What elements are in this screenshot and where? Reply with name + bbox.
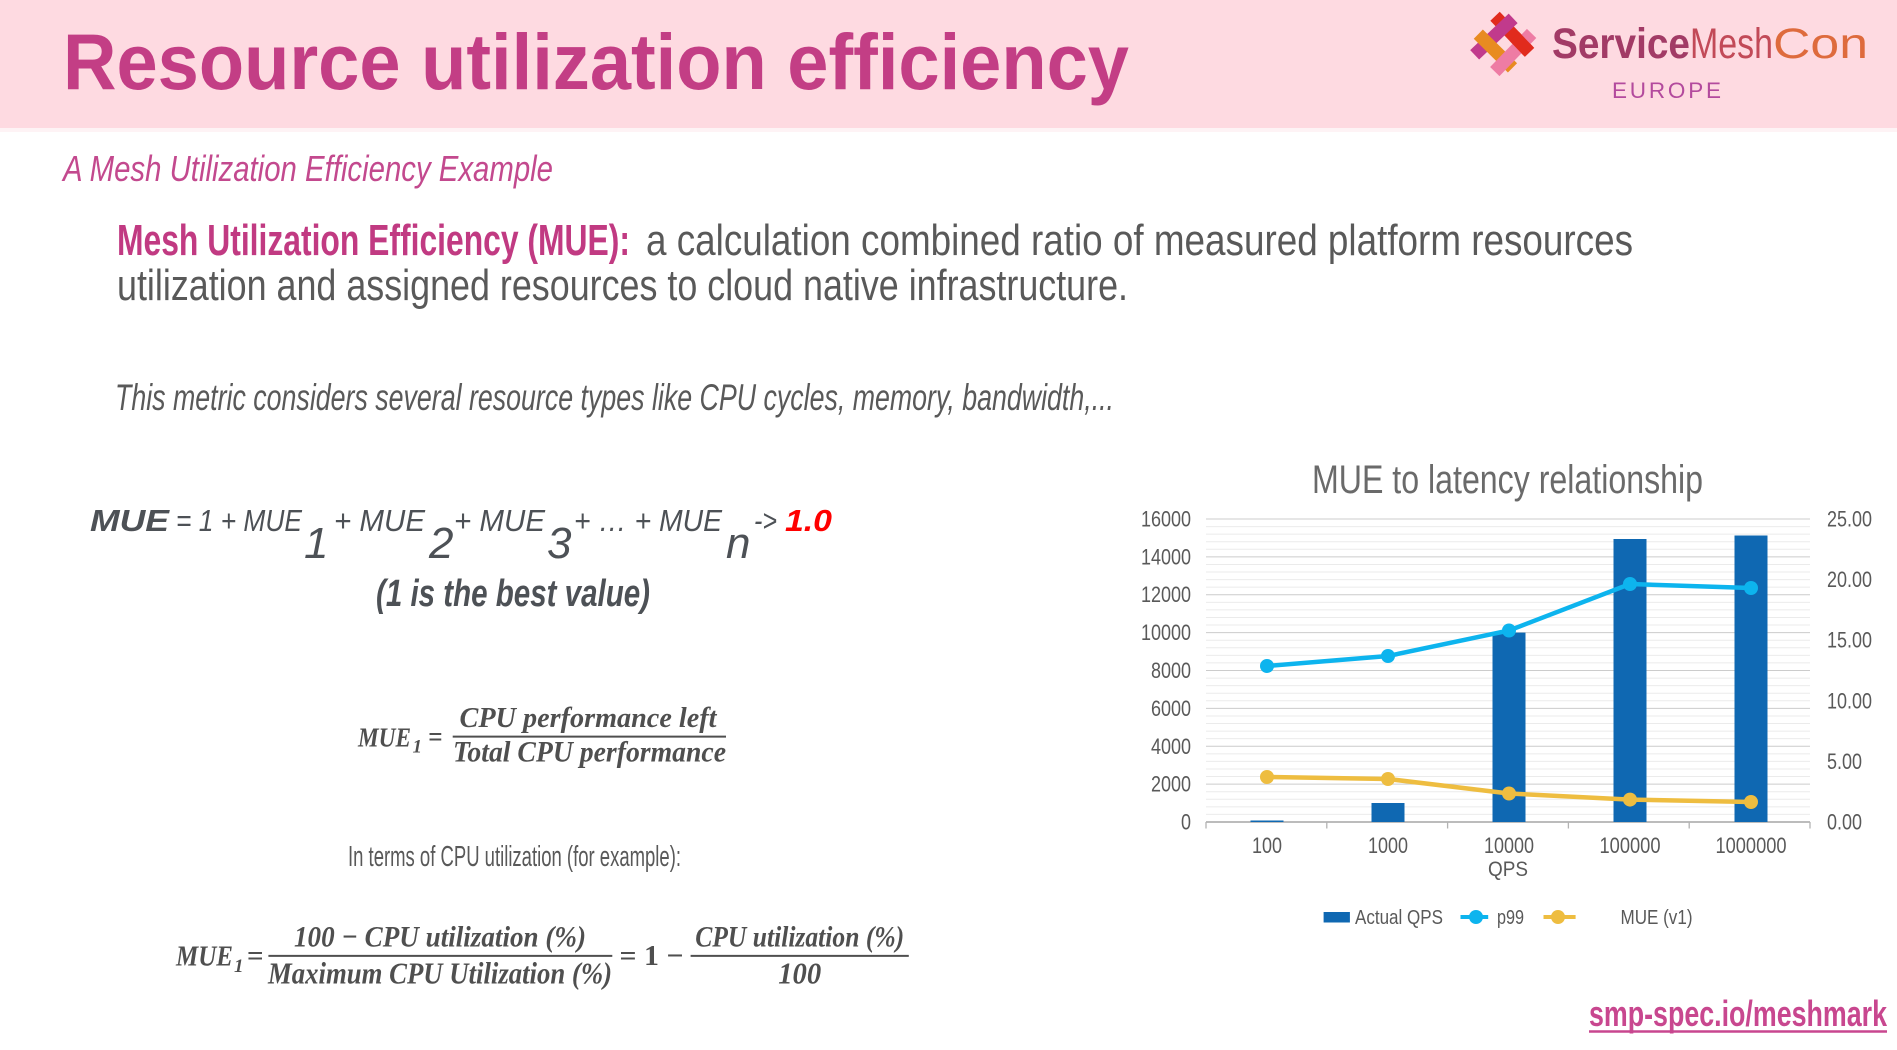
svg-text:100: 100 [778,955,821,990]
svg-text:=: = [428,722,442,753]
svg-text:CPU utilization (%): CPU utilization (%) [695,921,904,954]
svg-text:100 − CPU utilization (%): 100 − CPU utilization (%) [294,921,586,954]
svg-text:25.00: 25.00 [1827,507,1872,532]
svg-text:6000: 6000 [1151,696,1191,721]
svg-text:0.00: 0.00 [1827,810,1862,835]
svg-text:100: 100 [1252,833,1282,858]
svg-text:Mesh Utilization Efficiency (M: Mesh Utilization Efficiency (MUE): [117,216,630,265]
svg-text:100000: 100000 [1600,833,1661,858]
svg-text:12000: 12000 [1141,582,1191,607]
svg-text:1: 1 [234,956,244,977]
svg-text:1000000: 1000000 [1716,833,1787,858]
svg-text:MUE (v1): MUE (v1) [1621,907,1693,929]
svg-text:MUE: MUE [175,941,233,972]
svg-text:5.00: 5.00 [1827,749,1862,774]
svg-text:1: 1 [304,519,328,568]
svg-text:=: = [247,941,264,972]
svg-text:1: 1 [413,737,423,758]
svg-text:14000: 14000 [1141,544,1191,569]
svg-text:+ MUE: + MUE [334,503,425,538]
svg-text:EUROPE: EUROPE [1612,78,1724,103]
svg-text:16000: 16000 [1141,507,1191,532]
svg-text:A Mesh Utilization Efficiency: A Mesh Utilization Efficiency Example [61,148,553,189]
svg-text:2000: 2000 [1151,772,1191,797]
svg-text:Mesh: Mesh [1690,20,1773,68]
svg-text:= 1 −: = 1 − [620,940,684,972]
svg-text:20.00: 20.00 [1827,567,1872,592]
svg-text:3: 3 [547,519,572,568]
svg-text:10000: 10000 [1141,620,1191,645]
svg-text:MUE: MUE [357,721,411,752]
svg-text:15.00: 15.00 [1827,628,1872,653]
svg-text:1.0: 1.0 [785,503,832,538]
svg-text:+ MUE: + MUE [454,503,545,538]
svg-text:In terms of CPU utilization (f: In terms of CPU utilization (for example… [348,841,681,873]
svg-text:10000: 10000 [1484,833,1534,858]
svg-text:Resource utilization efficienc: Resource utilization efficiency [63,17,1129,106]
svg-text:This metric considers several: This metric considers several resource t… [115,377,1114,418]
svg-text:(1 is the best value): (1 is the best value) [376,573,650,615]
svg-text:Service: Service [1552,20,1690,68]
svg-text:->: -> [754,503,777,538]
svg-text:CPU performance left: CPU performance left [460,703,718,734]
svg-text:10.00: 10.00 [1827,688,1872,713]
svg-text:MUE: MUE [90,503,171,538]
svg-text:2: 2 [428,519,453,568]
svg-text:+ … + MUE: + … + MUE [574,503,722,538]
svg-text:8000: 8000 [1151,658,1191,683]
svg-text:4000: 4000 [1151,734,1191,759]
svg-text:Actual QPS: Actual QPS [1355,907,1443,929]
svg-text:1000: 1000 [1368,833,1408,858]
svg-text:n: n [726,519,750,568]
svg-text:a calculation combined ratio o: a calculation combined ratio of measured… [646,216,1633,265]
svg-text:p99: p99 [1497,907,1524,929]
svg-text:utilization and assigned resou: utilization and assigned resources to cl… [117,261,1128,310]
svg-text:QPS: QPS [1488,858,1528,881]
svg-text:MUE to latency relationship: MUE to latency relationship [1312,458,1703,502]
svg-text:Total CPU performance: Total CPU performance [453,736,726,769]
svg-text:Con: Con [1773,20,1868,68]
svg-text:0: 0 [1181,810,1191,835]
svg-text:= 1 + MUE: = 1 + MUE [176,503,302,538]
svg-text:smp-spec.io/meshmark: smp-spec.io/meshmark [1589,993,1888,1034]
svg-text:Maximum CPU Utilization (%): Maximum CPU Utilization (%) [267,955,612,990]
